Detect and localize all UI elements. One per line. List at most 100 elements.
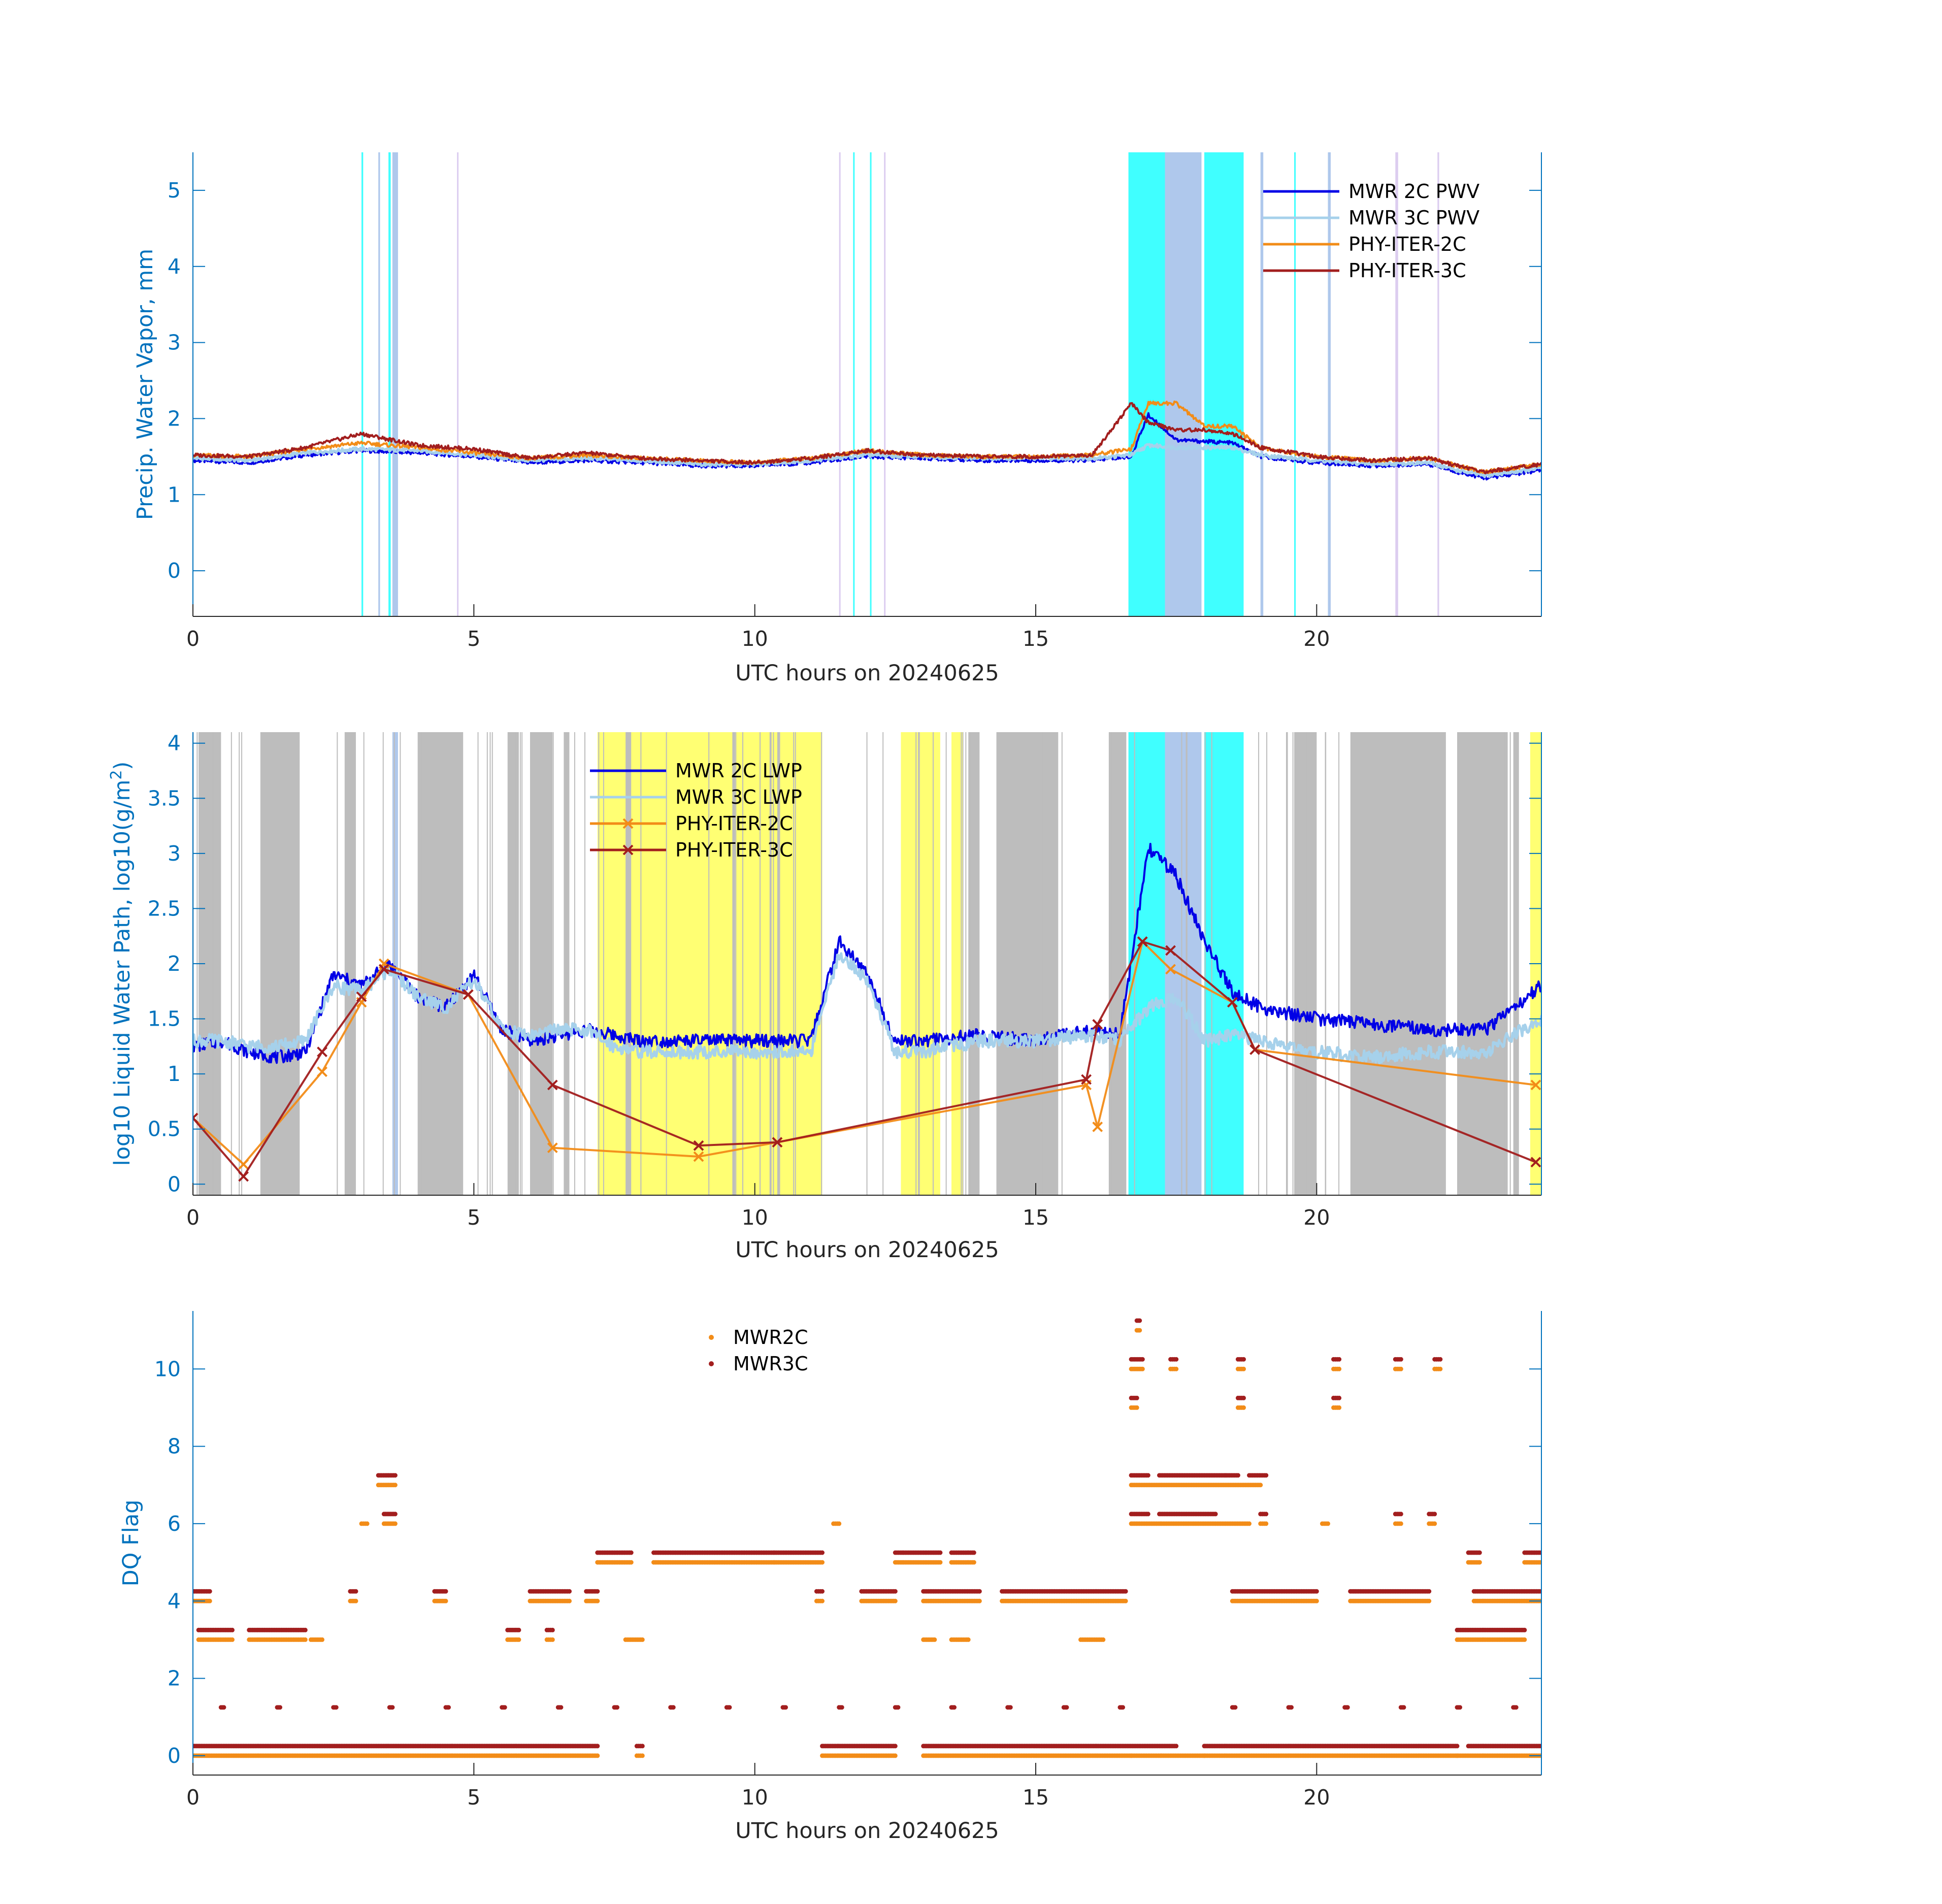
dq-dot-1: [1008, 1705, 1013, 1710]
dq-dot-0: [550, 1637, 555, 1642]
x-tick-label: 5: [467, 627, 480, 651]
dq-dot-1: [1121, 1705, 1125, 1710]
y-tick-label: 6: [168, 1512, 181, 1536]
dq-dot-1: [1264, 1512, 1269, 1517]
flag-band-cyan: [388, 152, 391, 616]
dq-dot-0: [938, 1560, 943, 1565]
dq-dot-1: [353, 1589, 358, 1594]
dq-dot-1: [1427, 1589, 1432, 1594]
flag-band-gray: [626, 732, 632, 1195]
dq-dot-1: [1398, 1357, 1403, 1362]
y-tick-label: 0: [168, 559, 181, 583]
dq-dot-1: [640, 1744, 645, 1749]
dq-dot-1: [783, 1705, 788, 1710]
y-tick-label: 2: [168, 406, 181, 431]
dq-panel: 0 5 10 15 20 0 2 4 6 8 10 UTC hours on 20240625 DQ…: [118, 1311, 1542, 1844]
y-tick-label: 1: [168, 1062, 181, 1086]
flag-band-blue: [1165, 152, 1202, 616]
dq-dot-1: [1401, 1705, 1406, 1710]
dq-dot-0: [820, 1598, 825, 1603]
lwp-panel: 0 5 10 15 20 0 0.5 1 1.5 2 2.5 3 3.5 4 UTC hours on 2…: [108, 731, 1542, 1263]
flag-band-cyan: [870, 152, 872, 616]
flag-band-lav: [839, 152, 841, 616]
dq-dot-1: [1064, 1705, 1069, 1710]
series-line-3: [193, 940, 1536, 1178]
y-tick-label: 10: [154, 1357, 181, 1381]
pwv-panel: 0 5 10 15 20 0 1 2 3 4 5 UTC hours on 20240625 Pre…: [133, 152, 1542, 686]
dq-dot-0: [443, 1598, 448, 1603]
lwp-y-axis-label: log10 Liquid Water Path, log10(g/m2): [108, 762, 135, 1166]
dq-dot-1: [1458, 1705, 1462, 1710]
series-marker-2: [1092, 1121, 1103, 1132]
dq-dot-0: [207, 1598, 212, 1603]
dq-dot-1: [1539, 1550, 1541, 1555]
dq-dot-1: [1145, 1512, 1150, 1517]
dq-dot-1: [727, 1705, 732, 1710]
lwp-series-lines: [193, 843, 1541, 1182]
flag-band-blue: [1328, 152, 1331, 616]
dq-dot-1: [502, 1705, 507, 1710]
dq-dot-0: [1241, 1366, 1246, 1371]
dq-dot-1: [629, 1550, 634, 1555]
dq-dot-0: [1264, 1521, 1269, 1526]
dq-dot-0: [1398, 1366, 1403, 1371]
dq-dot-0: [1337, 1405, 1342, 1410]
dq-dot-1: [1235, 1473, 1240, 1478]
series-marker-3: [1249, 1044, 1261, 1055]
dq-axes: 0 5 10 15 20 0 2 4 6 8 10: [154, 1311, 1542, 1810]
flag-band-cyan: [853, 152, 855, 616]
dq-dot-1: [443, 1589, 448, 1594]
x-tick-label: 5: [467, 1205, 480, 1230]
legend-swatch: [709, 1335, 714, 1340]
dq-dot-0: [977, 1598, 982, 1603]
flag-band-lav: [1437, 152, 1439, 616]
dq-dot-1: [1539, 1589, 1541, 1594]
flag-band-blue: [1165, 732, 1202, 1195]
flag-band-gray: [417, 732, 463, 1195]
dq-dot-0: [1241, 1405, 1246, 1410]
dq-dot-1: [615, 1705, 619, 1710]
lwp-x-axis-label: UTC hours on 20240625: [735, 1237, 999, 1263]
dq-dot-0: [893, 1598, 898, 1603]
dq-dot-1: [1539, 1744, 1541, 1749]
pwv-y-axis-label: Precip. Water Vapor, mm: [133, 249, 158, 520]
dq-dot-1: [893, 1589, 898, 1594]
flag-band-gray: [777, 732, 780, 1195]
series-line-0: [193, 843, 1541, 1064]
dq-dot-1: [671, 1705, 676, 1710]
series-marker-3: [463, 989, 474, 1000]
dq-dot-1: [1438, 1357, 1443, 1362]
flag-band-yellow: [951, 732, 963, 1195]
flag-band-lav: [884, 152, 886, 616]
pwv-legend: MWR 2C PWV MWR 3C PWV PHY-ITER-2C PHY-ITER-…: [1263, 180, 1479, 282]
dq-dot-1: [1241, 1395, 1246, 1400]
flag-band-gray: [732, 732, 735, 1195]
flag-band-gray: [996, 732, 1059, 1195]
series-marker-3: [772, 1137, 783, 1148]
y-tick-label: 4: [168, 254, 181, 279]
dq-dot-1: [1337, 1357, 1342, 1362]
flag-band-blue: [392, 732, 398, 1195]
dq-dot-0: [567, 1598, 572, 1603]
dq-dot-1: [221, 1705, 226, 1710]
legend-label: PHY-ITER-3C: [675, 839, 793, 861]
dq-dot-1: [1513, 1705, 1519, 1710]
x-tick-label: 15: [1023, 1785, 1049, 1810]
dq-dot-0: [932, 1637, 937, 1642]
series-marker-3: [1227, 997, 1238, 1008]
legend-label: MWR 2C PWV: [1348, 180, 1479, 203]
x-tick-label: 10: [742, 1205, 768, 1230]
dq-dot-0: [1174, 1366, 1179, 1371]
y-tick-label: 4: [168, 731, 181, 756]
series-marker-3: [317, 1046, 327, 1058]
series-marker-3: [193, 1112, 199, 1124]
dq-dot-1: [567, 1589, 572, 1594]
dq-dot-0: [365, 1521, 370, 1526]
legend-label: MWR 3C PWV: [1348, 207, 1479, 229]
dq-dot-1: [1140, 1357, 1145, 1362]
legend-marker: [622, 844, 634, 856]
dq-dot-0: [966, 1637, 971, 1642]
dq-dot-1: [896, 1705, 901, 1710]
series-marker-2: [1165, 964, 1176, 975]
flag-band-gray: [344, 732, 356, 1195]
